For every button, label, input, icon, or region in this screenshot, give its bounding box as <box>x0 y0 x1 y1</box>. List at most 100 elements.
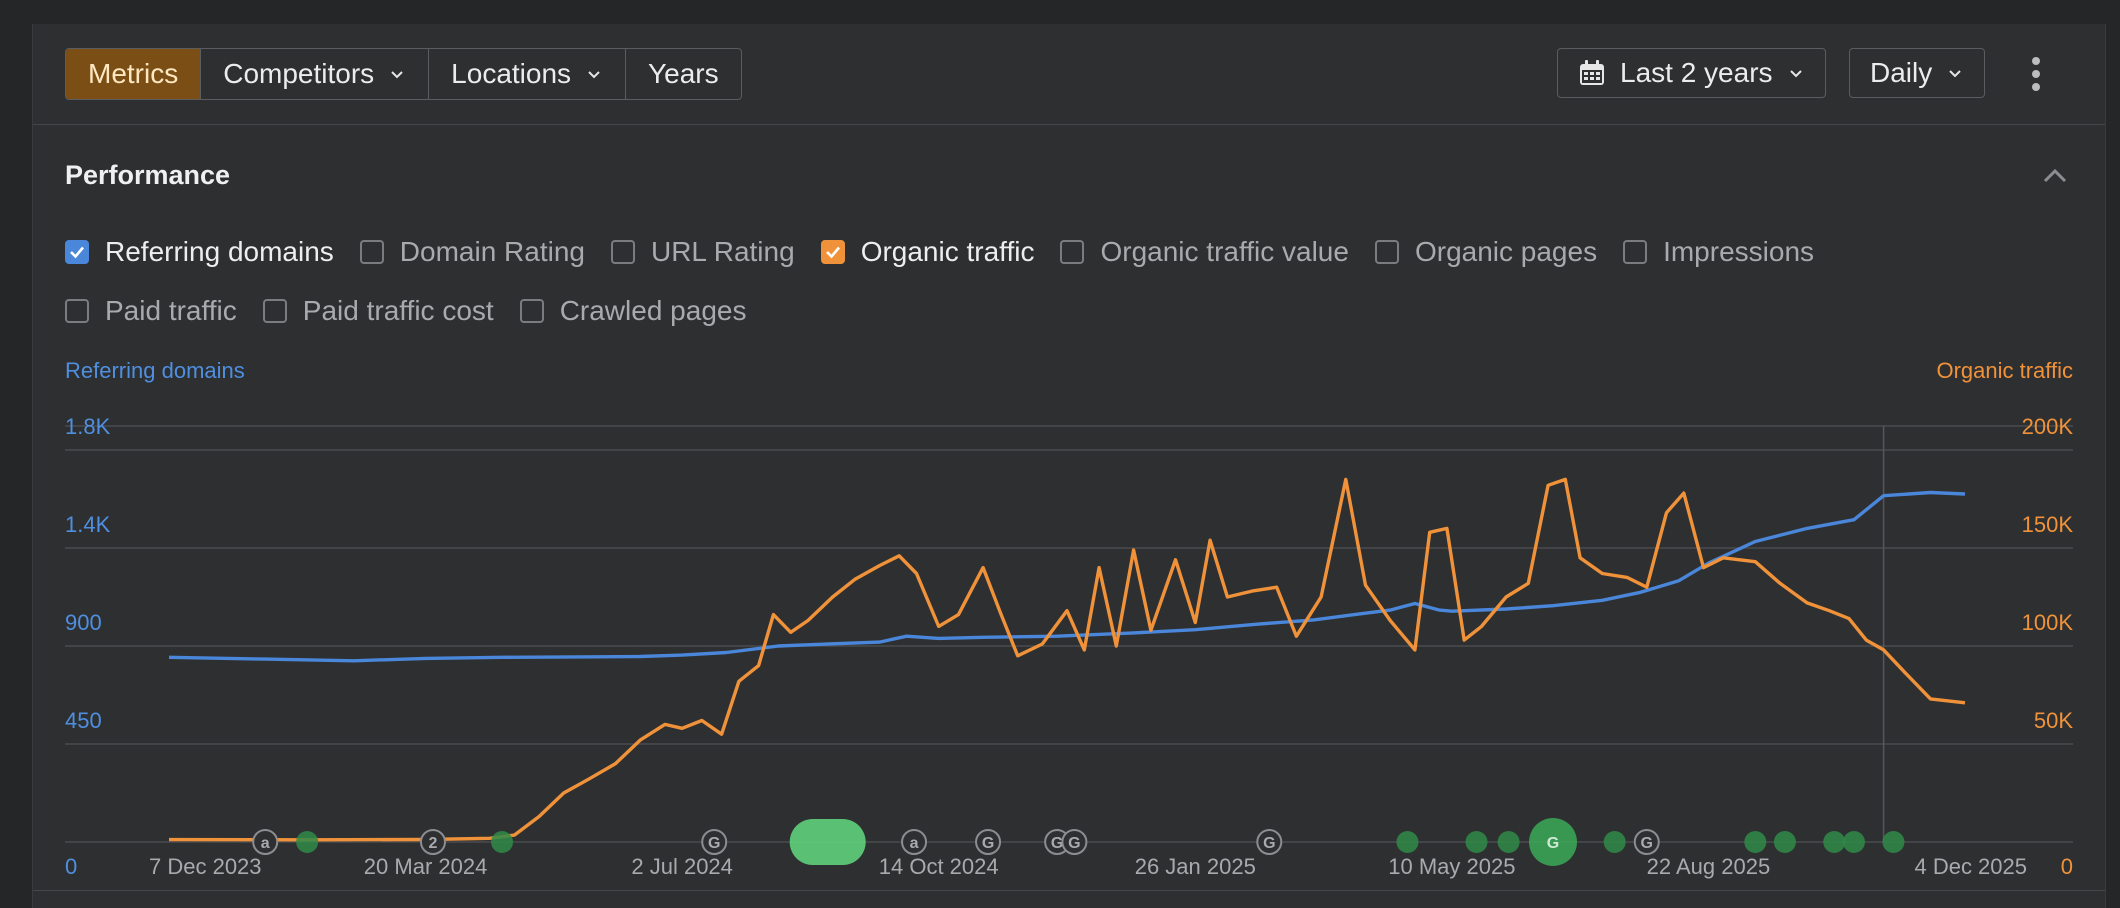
checkbox-label: Impressions <box>1663 236 1815 267</box>
event-marker <box>1061 829 1088 855</box>
right-tick-label: 50K <box>2034 708 2073 733</box>
update-marker <box>1396 831 1419 853</box>
update-marker-large <box>1529 818 1578 866</box>
checkbox-box <box>359 240 384 264</box>
divider <box>33 890 2105 891</box>
checkbox-impressions[interactable]: Impressions <box>1623 236 1814 268</box>
event-marker-label: G <box>1641 835 1653 852</box>
checkbox-organic-traffic[interactable]: Organic traffic <box>820 236 1035 268</box>
interval-label: Daily <box>1870 57 1933 88</box>
checkbox-domain-rating[interactable]: Domain Rating <box>359 236 585 268</box>
update-marker <box>296 831 319 853</box>
right-tick-label: 0 <box>2061 854 2073 879</box>
event-marker-label: G <box>1263 835 1275 852</box>
checkbox-organic-pages[interactable]: Organic pages <box>1374 236 1598 268</box>
update-marker <box>491 831 514 853</box>
event-marker <box>1256 829 1283 855</box>
toolbar: Metrics Competitors Locations Years <box>33 24 2105 125</box>
chevron-up-icon[interactable] <box>2041 164 2069 188</box>
view-segmented-control: Metrics Competitors Locations Years <box>65 48 742 100</box>
checkbox-referring-domains[interactable]: Referring domains <box>65 236 334 268</box>
tab-metrics-label: Metrics <box>88 58 179 89</box>
x-tick-label: 2 Jul 2024 <box>631 854 733 879</box>
metric-checkboxes-row-2: Paid traffic Paid traffic cost Crawled p… <box>65 295 772 327</box>
event-marker-label: 2 <box>429 835 438 852</box>
checkbox-label: URL Rating <box>650 236 795 267</box>
check-icon <box>820 240 845 264</box>
checkbox-box <box>1374 240 1399 264</box>
left-axis-title: Referring domains <box>65 358 245 383</box>
checkbox-label: Organic traffic <box>860 236 1035 267</box>
checkbox-paid-traffic-cost[interactable]: Paid traffic cost <box>262 295 494 327</box>
tab-years[interactable]: Years <box>626 49 741 99</box>
event-marker <box>701 829 728 855</box>
checkbox-url-rating[interactable]: URL Rating <box>610 236 795 268</box>
checkbox-label: Organic pages <box>1414 236 1598 267</box>
checkbox-label: Crawled pages <box>559 295 747 326</box>
tab-years-label: Years <box>648 58 719 89</box>
organic-traffic-line <box>168 477 1966 842</box>
right-tick-label: 200K <box>2022 414 2074 439</box>
performance-chart[interactable]: 0 0 450 50K 900 100K 1.4K 150K 1.8K 200K 7 Dec 202… <box>33 400 2105 890</box>
update-marker <box>1744 831 1767 853</box>
x-tick-label: 22 Aug 2025 <box>1647 854 1771 879</box>
event-marker-label: a <box>261 835 270 852</box>
x-tick-label: 26 Jan 2025 <box>1135 854 1256 879</box>
metric-checkboxes-row-1: Referring domains Domain Rating URL Rati… <box>65 236 1840 268</box>
event-marker-label: G <box>1051 835 1063 852</box>
x-tick-label: 20 Mar 2024 <box>364 854 488 879</box>
left-tick-label: 900 <box>65 610 102 635</box>
checkbox-box <box>610 240 635 264</box>
x-tick-label: 14 Oct 2024 <box>879 854 999 879</box>
performance-panel: Metrics Competitors Locations Years <box>32 24 2106 908</box>
chevron-down-icon <box>588 71 600 79</box>
right-tick-label: 100K <box>2022 610 2074 635</box>
left-tick-label: 1.4K <box>65 512 111 537</box>
event-marker <box>419 829 446 855</box>
checkbox-crawled-pages[interactable]: Crawled pages <box>519 295 747 327</box>
update-marker <box>1882 831 1905 853</box>
checkbox-label: Paid traffic cost <box>302 295 494 326</box>
update-marker <box>1842 831 1865 853</box>
tab-metrics[interactable]: Metrics <box>66 49 202 99</box>
date-range-dropdown[interactable]: Last 2 years <box>1557 48 1826 98</box>
event-marker <box>1633 829 1660 855</box>
event-marker-label: G <box>708 835 720 852</box>
event-marker <box>975 829 1002 855</box>
checkbox-paid-traffic[interactable]: Paid traffic <box>65 295 237 327</box>
checkbox-organic-traffic-value[interactable]: Organic traffic value <box>1060 236 1349 268</box>
x-tick-label: 4 Dec 2025 <box>1914 854 2027 879</box>
update-marker <box>1603 831 1626 853</box>
tab-competitors[interactable]: Competitors <box>201 49 430 99</box>
checkbox-box <box>65 299 89 323</box>
checkbox-label: Referring domains <box>105 236 334 267</box>
more-options-icon[interactable] <box>2023 54 2049 94</box>
left-tick-label: 0 <box>65 854 77 879</box>
event-marker <box>252 829 279 855</box>
right-axis-title: Organic traffic <box>1936 358 2073 383</box>
event-marker <box>901 829 928 855</box>
chevron-down-icon <box>1789 70 1802 78</box>
update-marker <box>1823 831 1846 853</box>
update-marker <box>1773 831 1796 853</box>
calendar-icon <box>1580 60 1604 85</box>
x-tick-label: 7 Dec 2023 <box>149 854 262 879</box>
event-marker-label: a <box>910 835 919 852</box>
event-marker-label: G <box>1068 835 1080 852</box>
event-marker-label: G <box>1547 835 1559 852</box>
referring-domains-line <box>168 490 1966 663</box>
tab-locations-label: Locations <box>451 58 572 89</box>
section-title: Performance <box>65 160 231 190</box>
event-marker-label: G <box>982 835 994 852</box>
check-icon <box>65 240 89 264</box>
tab-competitors-label: Competitors <box>223 58 375 89</box>
right-tick-label: 150K <box>2022 512 2074 537</box>
update-marker <box>1465 831 1488 853</box>
checkbox-box <box>1623 240 1648 264</box>
date-range-label: Last 2 years <box>1620 57 1773 88</box>
interval-dropdown[interactable]: Daily <box>1849 48 1986 98</box>
chevron-down-icon <box>391 71 403 79</box>
checkbox-label: Domain Rating <box>399 236 585 267</box>
checkbox-box <box>1060 240 1085 264</box>
tab-locations[interactable]: Locations <box>429 49 627 99</box>
